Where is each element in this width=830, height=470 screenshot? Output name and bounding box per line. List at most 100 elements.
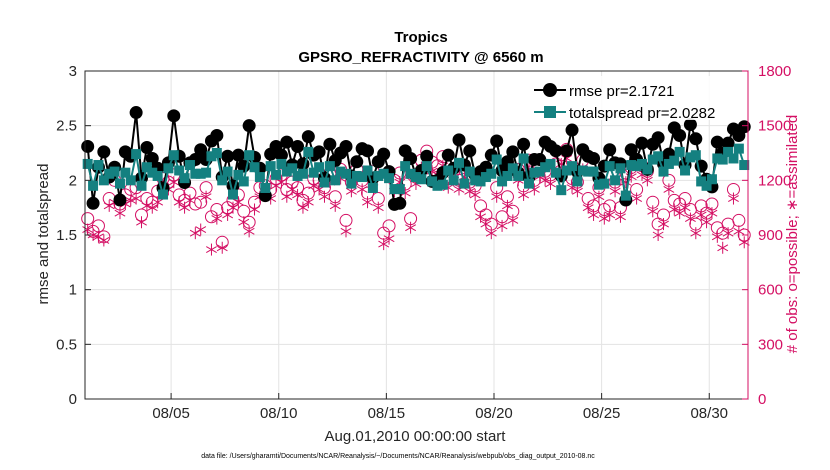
possible-point bbox=[199, 181, 213, 195]
assimilated-point bbox=[469, 188, 481, 201]
grid-layer bbox=[85, 71, 748, 399]
totalspread-point bbox=[443, 165, 454, 176]
assimilated-point bbox=[571, 185, 583, 198]
totalspread-point bbox=[233, 169, 244, 180]
totalspread-point bbox=[497, 176, 508, 187]
rmse-point bbox=[463, 144, 477, 158]
rmse-point bbox=[721, 136, 735, 150]
y-tick-label: 2 bbox=[69, 172, 77, 189]
totalspread-point bbox=[271, 169, 282, 180]
totalspread-point bbox=[685, 152, 696, 163]
rmse-point bbox=[565, 123, 579, 137]
assimilated-point bbox=[652, 229, 664, 241]
rmse-point bbox=[393, 196, 407, 210]
totalspread-point bbox=[179, 173, 190, 184]
possible-point bbox=[500, 190, 514, 204]
rmse-point bbox=[673, 129, 687, 143]
totalspread-point bbox=[93, 160, 104, 171]
assimilated-point bbox=[609, 185, 621, 198]
y-tick-label: 1.5 bbox=[56, 227, 77, 244]
totalspread-point bbox=[658, 166, 669, 177]
y2-tick-label: 1500 bbox=[758, 118, 791, 135]
rmse-point bbox=[517, 137, 531, 151]
rmse-point bbox=[549, 144, 563, 158]
totalspread-point bbox=[470, 175, 481, 186]
totalspread-point bbox=[394, 184, 405, 195]
data-layer bbox=[81, 106, 751, 256]
totalspread-point bbox=[168, 150, 179, 161]
possible-point bbox=[361, 186, 375, 200]
y-tick-label: 2.5 bbox=[56, 118, 77, 135]
totalspread-point bbox=[475, 176, 486, 187]
totalspread-point bbox=[211, 148, 222, 158]
totalspread-point bbox=[567, 161, 578, 172]
rmse-point bbox=[97, 145, 111, 159]
totalspread-point bbox=[378, 168, 389, 179]
totalspread-point bbox=[351, 170, 362, 181]
totalspread-point bbox=[174, 165, 185, 176]
assimilated-point bbox=[485, 227, 497, 240]
y2-tick-label: 1800 bbox=[758, 63, 791, 80]
totalspread-point bbox=[319, 177, 330, 188]
legend-rmse-marker bbox=[543, 83, 557, 97]
totalspread-point bbox=[265, 161, 276, 172]
totalspread-point bbox=[448, 175, 459, 186]
rmse-point bbox=[452, 133, 466, 147]
totalspread-point bbox=[120, 167, 131, 178]
rmse-point bbox=[587, 151, 601, 165]
totalspread-point bbox=[249, 162, 260, 173]
possible-point bbox=[495, 210, 509, 224]
assimilated-point bbox=[658, 218, 669, 231]
assimilated-point bbox=[674, 207, 686, 220]
totalspread-point bbox=[577, 165, 588, 176]
assimilated-point bbox=[545, 177, 556, 190]
possible-point bbox=[172, 188, 186, 202]
legend-totalspread-label: totalspread pr=2.0282 bbox=[569, 105, 715, 122]
rmse-point bbox=[210, 129, 224, 143]
totalspread-point bbox=[314, 162, 325, 173]
y2-tick-label: 1200 bbox=[758, 172, 791, 189]
assimilated-point bbox=[114, 207, 126, 220]
possible-point bbox=[188, 197, 202, 211]
rmse-point bbox=[81, 139, 95, 153]
totalspread-point bbox=[405, 168, 416, 179]
possible-point bbox=[689, 217, 703, 231]
totalspread-point bbox=[701, 180, 712, 191]
possible-point bbox=[301, 186, 315, 200]
totalspread-point bbox=[335, 166, 346, 177]
y2-tick-label: 0 bbox=[758, 391, 766, 408]
y-tick-label: 0 bbox=[69, 391, 77, 408]
totalspread-point bbox=[540, 162, 551, 173]
possible-point bbox=[651, 217, 665, 231]
totalspread-point bbox=[518, 153, 529, 164]
totalspread-point bbox=[217, 175, 228, 186]
totalspread-point bbox=[357, 172, 368, 183]
assimilated-point bbox=[496, 219, 508, 232]
possible-point bbox=[183, 186, 197, 200]
totalspread-point bbox=[427, 176, 438, 187]
y-axis-label: rmse and totalspread bbox=[35, 164, 52, 305]
rmse-point bbox=[167, 109, 181, 123]
rmse-point bbox=[274, 148, 288, 162]
totalspread-point bbox=[669, 155, 680, 166]
possible-point bbox=[371, 192, 385, 206]
possible-point bbox=[135, 208, 149, 222]
possible-point bbox=[662, 173, 676, 187]
possible-point bbox=[398, 177, 412, 191]
rmse-point bbox=[242, 119, 256, 133]
totalspread-point bbox=[136, 180, 147, 191]
possible-point bbox=[705, 197, 719, 211]
totalspread-point bbox=[147, 167, 158, 178]
totalspread-point bbox=[303, 146, 314, 157]
totalspread-point bbox=[367, 182, 378, 193]
rmse-point bbox=[737, 120, 751, 134]
rmse-point bbox=[441, 148, 455, 162]
rmse-point bbox=[420, 149, 434, 163]
totalspread-point bbox=[260, 182, 271, 193]
assimilated-point bbox=[195, 223, 207, 236]
possible-point bbox=[242, 215, 256, 229]
assimilated-point bbox=[206, 243, 217, 256]
totalspread-point bbox=[125, 175, 136, 186]
totalspread-point bbox=[534, 166, 545, 177]
assimilated-point bbox=[706, 207, 718, 220]
